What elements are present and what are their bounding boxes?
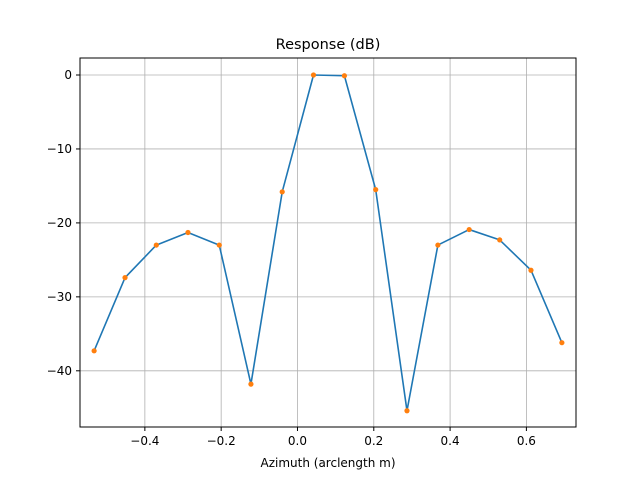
- axis-ticks: −0.4 −0.2 0.0 0.2 0.4 0.6 0 −10 −20 −30 −40: [47, 68, 536, 448]
- x-tick-label: 0.2: [364, 434, 383, 448]
- data-point: [373, 187, 379, 193]
- data-point: [559, 340, 565, 346]
- grid-lines: [80, 58, 576, 427]
- data-point: [216, 242, 222, 248]
- x-tick-label: 0.6: [517, 434, 536, 448]
- y-tick-label: −30: [47, 290, 72, 304]
- data-point: [153, 242, 159, 248]
- x-axis-label: Azimuth (arclength m): [261, 456, 396, 470]
- data-point: [528, 267, 534, 273]
- chart-title: Response (dB): [276, 37, 381, 53]
- series-line: [93, 74, 563, 412]
- y-tick-label: −20: [47, 216, 72, 230]
- data-point: [404, 408, 410, 414]
- y-tick-label: 0: [64, 68, 72, 82]
- x-tick-label: 0.4: [441, 434, 460, 448]
- data-point: [341, 73, 348, 79]
- y-tick-label: −40: [47, 364, 72, 378]
- data-point: [279, 189, 285, 195]
- data-point: [91, 348, 97, 354]
- data-point: [310, 72, 317, 78]
- x-tick-label: −0.2: [207, 434, 236, 448]
- y-tick-label: −10: [47, 142, 72, 156]
- data-point: [248, 381, 254, 387]
- data-point: [435, 242, 441, 248]
- data-point: [122, 275, 128, 281]
- series-layer: [91, 72, 565, 414]
- data-point: [466, 226, 472, 233]
- plot-frame: [79, 57, 577, 428]
- x-tick-label: −0.4: [130, 434, 159, 448]
- data-point: [497, 237, 503, 243]
- x-tick-label: 0.0: [288, 434, 307, 448]
- data-point: [185, 229, 191, 236]
